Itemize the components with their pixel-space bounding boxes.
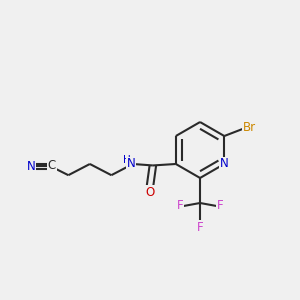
Text: F: F — [197, 221, 203, 234]
Text: N: N — [27, 160, 35, 173]
Text: Br: Br — [243, 121, 256, 134]
Text: F: F — [177, 200, 183, 212]
Text: H: H — [123, 154, 131, 165]
Text: N: N — [220, 158, 229, 170]
Text: C: C — [47, 159, 56, 172]
Text: O: O — [145, 186, 154, 199]
Text: N: N — [127, 158, 136, 170]
Text: F: F — [217, 200, 224, 212]
